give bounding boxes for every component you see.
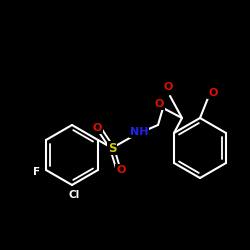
Text: Cl: Cl [68, 190, 80, 200]
Text: O: O [116, 165, 126, 175]
Text: F: F [34, 167, 40, 177]
Text: O: O [208, 88, 218, 98]
Text: O: O [92, 123, 102, 133]
Text: NH: NH [130, 127, 148, 137]
Text: S: S [108, 142, 116, 154]
Text: O: O [154, 99, 164, 109]
Text: O: O [163, 82, 173, 92]
